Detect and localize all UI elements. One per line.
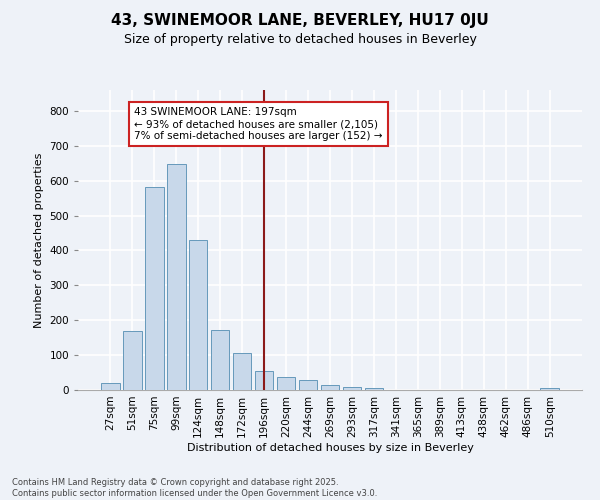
Bar (123, 332, 142, 390)
Text: Size of property relative to detached houses in Beverley: Size of property relative to detached ho… (124, 32, 476, 46)
Bar (167, 164, 185, 390)
Bar (365, 388, 383, 390)
Bar (299, 380, 317, 390)
Text: 43, SWINEMOOR LANE, BEVERLEY, HU17 0JU: 43, SWINEMOOR LANE, BEVERLEY, HU17 0JU (111, 12, 489, 28)
X-axis label: Distribution of detached houses by size in Beverley: Distribution of detached houses by size … (187, 442, 473, 452)
Bar (233, 354, 251, 390)
Text: Contains HM Land Registry data © Crown copyright and database right 2025.
Contai: Contains HM Land Registry data © Crown c… (12, 478, 377, 498)
Bar (343, 387, 361, 390)
Y-axis label: Number of detached properties: Number of detached properties (34, 152, 44, 328)
Bar (145, 187, 164, 390)
Bar (277, 376, 295, 390)
Text: 43 SWINEMOOR LANE: 197sqm
← 93% of detached houses are smaller (2,105)
7% of sem: 43 SWINEMOOR LANE: 197sqm ← 93% of detac… (134, 108, 383, 140)
Bar (189, 240, 208, 390)
Bar (541, 388, 559, 390)
Bar (255, 371, 274, 390)
Bar (211, 330, 229, 390)
Bar (101, 383, 119, 390)
Bar (320, 385, 340, 390)
